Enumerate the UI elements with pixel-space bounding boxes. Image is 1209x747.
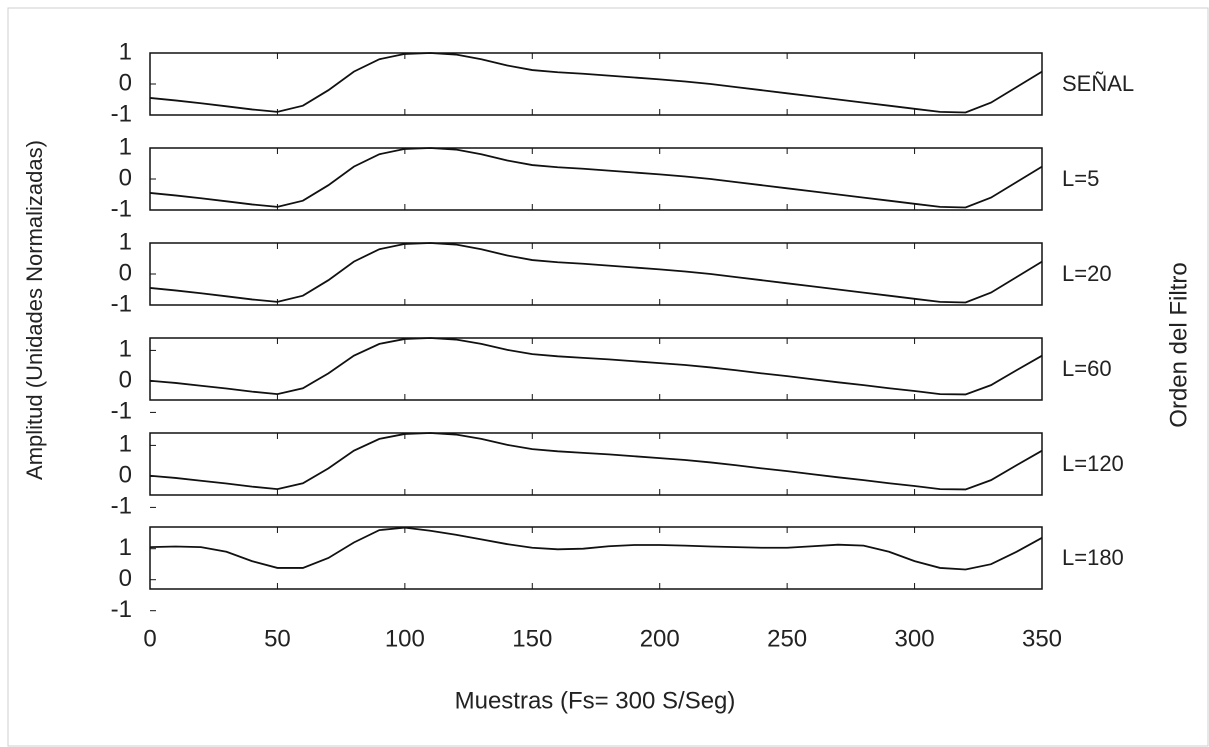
panel-label: SEÑAL — [1062, 71, 1134, 96]
y-tick-label: 0 — [119, 565, 132, 592]
y-tick-label: 1 — [119, 38, 132, 65]
signal-line — [149, 432, 1043, 491]
signal-line — [149, 242, 1043, 304]
signal-line — [149, 147, 1043, 209]
x-axis-label: Muestras (Fs= 300 S/Seg) — [455, 687, 736, 714]
y-tick-label: 1 — [119, 228, 132, 255]
panel-frame — [149, 526, 1043, 590]
x-tick-label: 150 — [512, 625, 552, 652]
y-tick-label: -1 — [111, 493, 132, 520]
y2-axis-label: Orden del Filtro — [1165, 262, 1192, 427]
y-tick-label: -1 — [111, 100, 132, 127]
x-tick-label: 100 — [385, 625, 425, 652]
panel-frame — [149, 242, 1043, 306]
panel-frame — [149, 432, 1043, 496]
signal-line — [149, 52, 1043, 114]
signal-line — [149, 337, 1043, 396]
y-tick-label: 1 — [119, 431, 132, 458]
y-tick-label: -1 — [111, 596, 132, 623]
y-tick-label: 0 — [119, 69, 132, 96]
signal-line — [149, 526, 1043, 571]
panel-label: L=60 — [1062, 356, 1112, 381]
frame — [7, 7, 1209, 747]
y-tick-label: 1 — [119, 133, 132, 160]
y-tick-label: 0 — [119, 164, 132, 191]
panel-label: L=120 — [1062, 451, 1124, 476]
panel-label: L=20 — [1062, 261, 1112, 286]
x-tick-label: 350 — [1022, 625, 1062, 652]
x-tick-label: 0 — [143, 625, 156, 652]
panel-label: L=5 — [1062, 166, 1099, 191]
panel-frame — [149, 52, 1043, 116]
panel-label: L=180 — [1062, 545, 1124, 570]
y-tick-label: 0 — [119, 259, 132, 286]
y-axis-label: Amplitud (Unidades Normalizadas) — [22, 140, 47, 480]
y-tick-label: -1 — [111, 398, 132, 425]
y-tick-label: 1 — [119, 534, 132, 561]
x-tick-label: 300 — [895, 625, 935, 652]
y-tick-label: -1 — [111, 195, 132, 222]
x-tick-label: 250 — [767, 625, 807, 652]
y-tick-label: 0 — [119, 462, 132, 489]
panel-frame — [149, 337, 1043, 401]
y-tick-label: 1 — [119, 336, 132, 363]
panel-frame — [149, 147, 1043, 211]
x-tick-label: 50 — [264, 625, 291, 652]
y-tick-label: 0 — [119, 367, 132, 394]
x-tick-label: 200 — [640, 625, 680, 652]
y-tick-label: -1 — [111, 290, 132, 317]
